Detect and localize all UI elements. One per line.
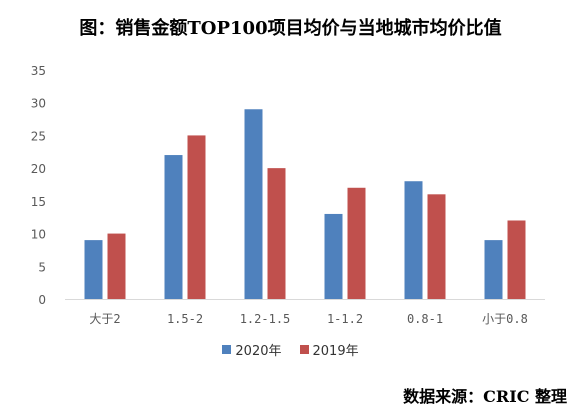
bar-2020-0 [84, 240, 103, 299]
y-tick-label: 25 [31, 129, 46, 143]
x-tick-label: 1.5-2 [167, 312, 203, 326]
chart-legend: 2020年 2019年 [0, 340, 581, 359]
bar-2020-3 [324, 213, 343, 299]
x-tick-label: 小于0.8 [482, 312, 528, 326]
y-tick-label: 5 [38, 260, 46, 274]
bar-2020-4 [404, 181, 423, 299]
bar-2019-3 [347, 187, 366, 299]
legend-label-2020: 2020年 [235, 344, 282, 359]
legend-swatch-2020 [222, 345, 232, 354]
bar-2019-5 [507, 220, 526, 299]
x-tick-label: 大于2 [89, 312, 120, 326]
y-tick-label: 30 [31, 97, 46, 111]
bar-2019-1 [187, 135, 206, 299]
y-tick-label: 0 [38, 293, 46, 307]
x-tick-label: 1.2-1.5 [240, 312, 291, 326]
y-tick-label: 35 [31, 64, 46, 78]
y-tick-label: 15 [31, 195, 46, 209]
bar-2020-5 [484, 240, 503, 299]
legend-item-2020: 2020年 [222, 340, 282, 359]
bar-2019-2 [267, 168, 286, 299]
legend-swatch-2019 [299, 345, 309, 354]
bar-2019-0 [107, 233, 126, 299]
x-tick-label: 1-1.2 [327, 312, 363, 326]
y-tick-label: 10 [31, 228, 46, 242]
chart-title: 图：销售金额TOP100项目均价与当地城市均价比值 [79, 18, 502, 39]
bar-2019-4 [427, 194, 446, 299]
bar-2020-2 [244, 109, 263, 299]
legend-label-2019: 2019年 [312, 344, 359, 359]
data-source-note: 数据来源：CRIC 整理 [403, 387, 567, 406]
bar-2020-1 [164, 155, 183, 299]
y-tick-label: 20 [31, 162, 46, 176]
legend-item-2019: 2019年 [299, 340, 359, 359]
x-tick-label: 0.8-1 [407, 312, 443, 326]
